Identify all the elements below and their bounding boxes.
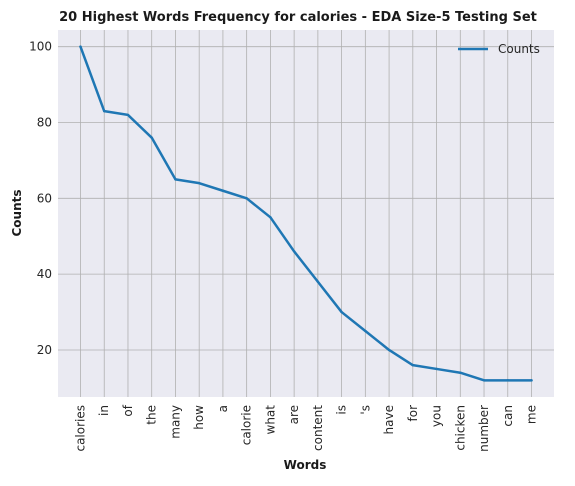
x-axis-ticks: calories in of the many how a calorie what are con… xyxy=(74,404,539,452)
data-point xyxy=(126,113,130,117)
data-point xyxy=(292,250,296,253)
x-tick-label: calories xyxy=(74,405,88,452)
data-point xyxy=(387,348,391,352)
x-tick-label: 's xyxy=(358,405,372,415)
data-point xyxy=(435,367,438,371)
y-tick-label: 60 xyxy=(37,191,52,205)
data-point xyxy=(411,363,415,367)
series-line-counts xyxy=(79,45,533,382)
x-tick-label: me xyxy=(525,405,539,424)
x-tick-label: many xyxy=(168,405,182,439)
x-tick-label: chicken xyxy=(453,405,467,451)
x-tick-label: of xyxy=(121,404,135,416)
x-tick-label: a xyxy=(216,405,230,412)
x-tick-label: can xyxy=(501,405,515,427)
plot-area xyxy=(58,30,554,397)
data-point xyxy=(269,216,272,219)
legend-label: Counts xyxy=(498,42,540,56)
y-axis-ticks: 20 40 60 80 100 xyxy=(29,40,52,357)
data-point xyxy=(340,310,343,314)
chart-title: 20 Highest Words Frequency for calories … xyxy=(59,10,537,25)
data-point xyxy=(245,197,248,200)
y-tick-label: 80 xyxy=(37,116,52,130)
x-axis-label: Words xyxy=(284,458,327,472)
x-tick-label: how xyxy=(192,405,206,430)
data-point xyxy=(459,371,462,374)
y-tick-label: 40 xyxy=(37,267,52,281)
x-tick-label: number xyxy=(477,405,491,452)
x-tick-label: content xyxy=(311,405,325,451)
x-tick-label: is xyxy=(335,405,349,415)
y-axis-label: Counts xyxy=(10,189,24,236)
data-point xyxy=(482,379,486,382)
x-tick-label: the xyxy=(145,405,159,425)
x-tick-label: what xyxy=(263,405,277,435)
data-point xyxy=(530,379,533,382)
series-group xyxy=(79,45,533,382)
data-point xyxy=(79,45,82,48)
data-point xyxy=(316,280,320,283)
legend: Counts xyxy=(458,42,540,56)
y-tick-label: 100 xyxy=(29,40,52,54)
x-tick-label: are xyxy=(287,405,301,424)
y-tick-label: 20 xyxy=(37,343,52,357)
data-point xyxy=(506,379,509,382)
x-tick-label: in xyxy=(97,405,111,416)
x-tick-label: have xyxy=(382,405,396,434)
x-tick-label: you xyxy=(430,405,444,427)
data-point xyxy=(197,181,201,185)
grid-lines xyxy=(58,30,554,397)
data-point xyxy=(150,136,153,139)
data-point xyxy=(103,109,106,113)
data-point xyxy=(221,189,225,192)
x-tick-label: for xyxy=(406,405,420,422)
x-tick-label: calorie xyxy=(240,405,254,445)
data-point xyxy=(364,329,367,333)
data-point xyxy=(174,178,177,181)
